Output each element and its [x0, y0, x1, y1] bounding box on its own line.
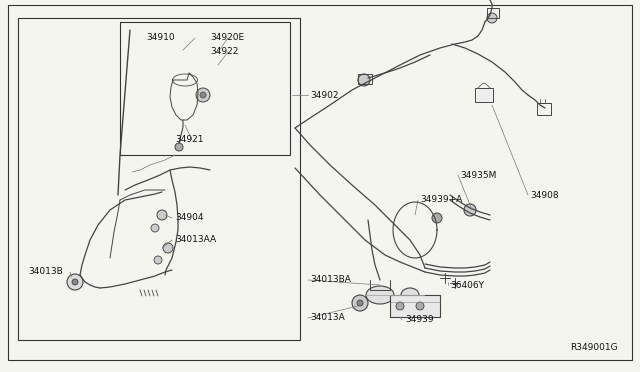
Bar: [120, 22, 290, 155]
Circle shape: [464, 204, 476, 216]
Text: 34908: 34908: [530, 190, 559, 199]
Ellipse shape: [366, 286, 394, 304]
Text: 34902: 34902: [310, 90, 339, 99]
Text: 34013BA: 34013BA: [310, 276, 351, 285]
Text: 34013A: 34013A: [310, 314, 345, 323]
Circle shape: [154, 256, 162, 264]
Ellipse shape: [401, 288, 419, 302]
Circle shape: [357, 300, 363, 306]
Circle shape: [487, 13, 497, 23]
Text: 34910: 34910: [147, 33, 175, 42]
Circle shape: [67, 274, 83, 290]
Circle shape: [175, 143, 183, 151]
Text: 34904: 34904: [175, 214, 204, 222]
Circle shape: [72, 279, 78, 285]
Circle shape: [151, 224, 159, 232]
Text: 34939: 34939: [405, 315, 434, 324]
Circle shape: [416, 302, 424, 310]
Circle shape: [157, 210, 167, 220]
Circle shape: [196, 88, 210, 102]
Text: 34013AA: 34013AA: [175, 235, 216, 244]
Text: 34922: 34922: [210, 48, 238, 57]
Circle shape: [432, 213, 442, 223]
Text: R349001G: R349001G: [570, 343, 618, 353]
Text: 34920E: 34920E: [210, 33, 244, 42]
Text: 34921: 34921: [175, 135, 204, 144]
Circle shape: [200, 92, 206, 98]
Bar: [358, 74, 372, 84]
Text: 34013B: 34013B: [28, 267, 63, 276]
Bar: [487, 8, 499, 18]
Circle shape: [163, 243, 173, 253]
Text: 36406Y: 36406Y: [450, 280, 484, 289]
Circle shape: [352, 295, 368, 311]
Text: 34935M: 34935M: [460, 170, 497, 180]
Bar: [475, 88, 493, 102]
Bar: [390, 295, 440, 317]
Bar: [18, 18, 300, 340]
Bar: [537, 103, 551, 115]
Text: 34939+A: 34939+A: [420, 196, 462, 205]
Circle shape: [396, 302, 404, 310]
Circle shape: [358, 74, 370, 86]
